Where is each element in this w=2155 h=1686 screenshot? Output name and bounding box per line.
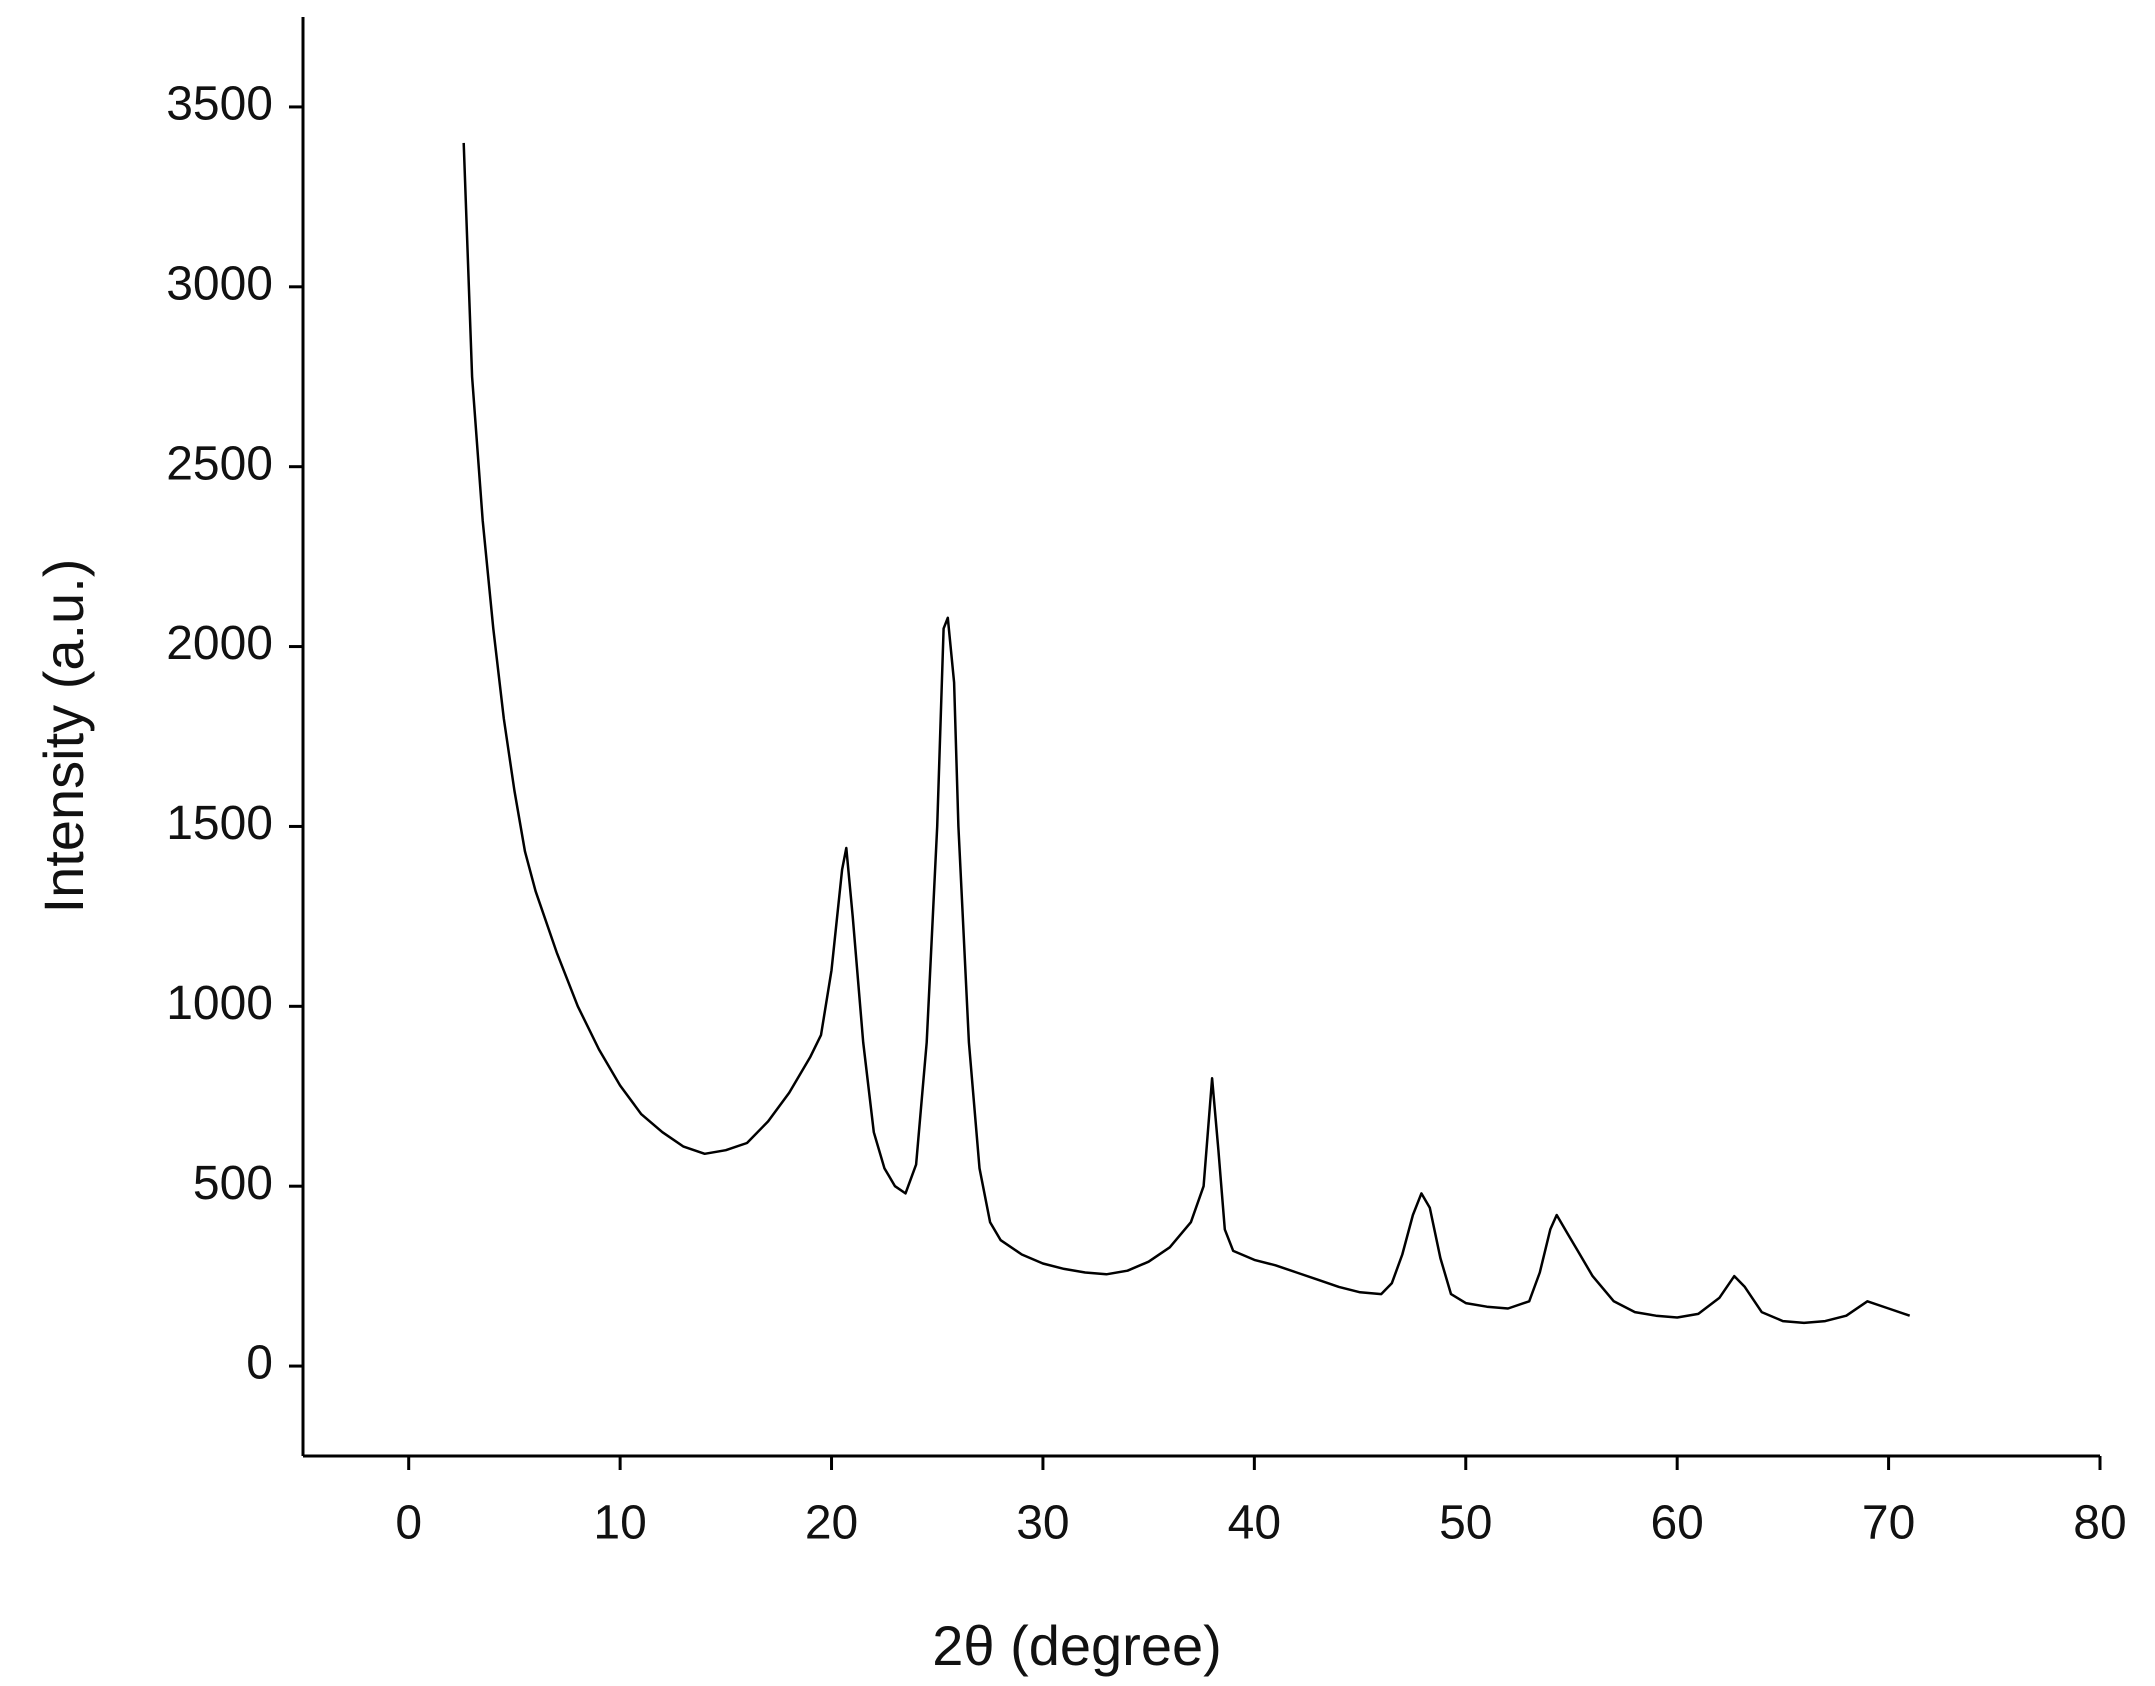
- x-tick-label: 60: [1650, 1497, 1703, 1550]
- data-line: [462, 142, 1911, 1325]
- x-tick-label: 20: [805, 1497, 858, 1550]
- x-tick-label: 50: [1439, 1497, 1492, 1550]
- x-tick-label: 80: [2073, 1497, 2126, 1550]
- y-tick-label: 3500: [166, 78, 273, 131]
- x-tick-label: 70: [1862, 1497, 1915, 1550]
- x-tick-label: 40: [1228, 1497, 1281, 1550]
- y-tick-label: 3000: [166, 257, 273, 310]
- x-tick-label: 30: [1016, 1497, 1069, 1550]
- y-tick-label: 2000: [166, 617, 273, 670]
- y-tick-label: 0: [246, 1337, 273, 1390]
- y-axis-title: Intensity (a.u.): [32, 559, 95, 914]
- x-tick-label: 0: [395, 1497, 422, 1550]
- x-tick-label: 10: [593, 1497, 646, 1550]
- y-tick-label: 1000: [166, 977, 273, 1030]
- y-tick-label: 500: [193, 1157, 273, 1210]
- y-tick-label: 2500: [166, 437, 273, 490]
- x-axis-title: 2θ (degree): [932, 1614, 1222, 1677]
- y-tick-label: 1500: [166, 797, 273, 850]
